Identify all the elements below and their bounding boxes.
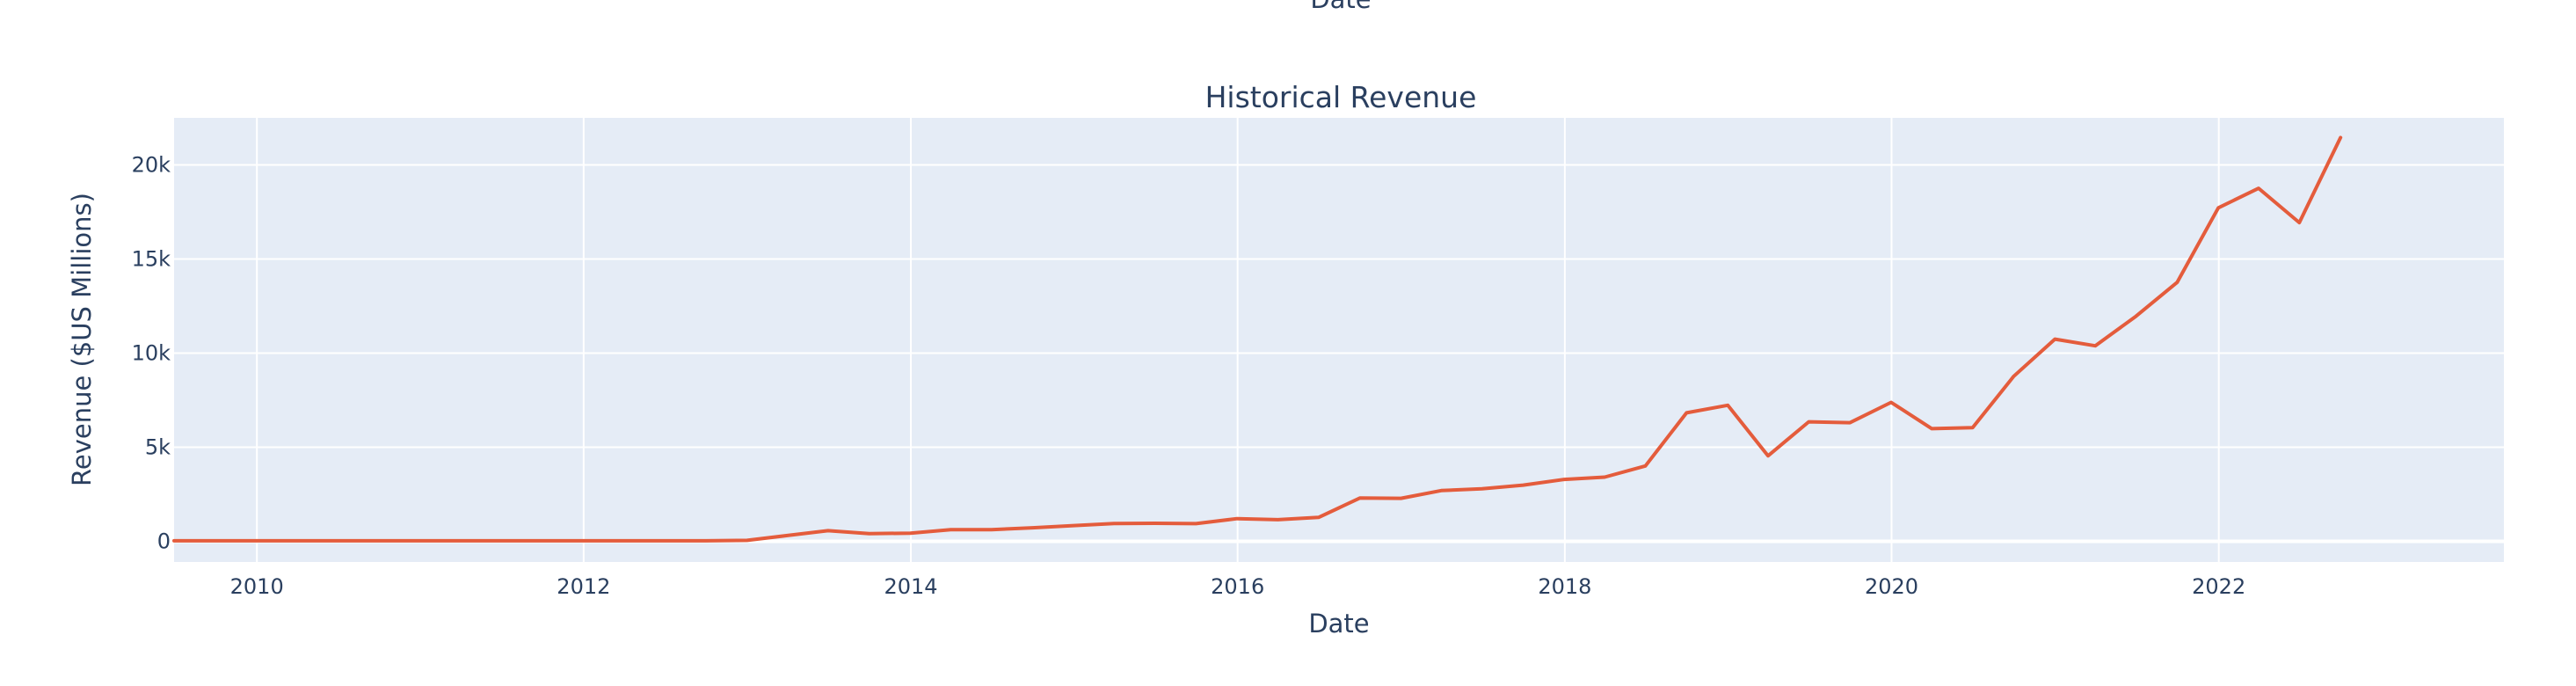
grid bbox=[174, 118, 2504, 562]
x-tick-label: 2010 bbox=[230, 574, 284, 599]
chart-title: Historical Revenue bbox=[1205, 80, 1477, 114]
y-tick-label: 15k bbox=[132, 246, 171, 271]
x-tick-label: 2020 bbox=[1865, 574, 1918, 599]
y-axis-title: Revenue ($US Millions) bbox=[67, 193, 97, 486]
x-axis-ticks: 2010 2012 2014 2016 2018 2020 2022 bbox=[230, 574, 2246, 599]
x-axis-title: Date bbox=[1308, 609, 1369, 639]
y-tick-label: 10k bbox=[132, 340, 171, 365]
x-tick-label: 2014 bbox=[884, 574, 937, 599]
x-tick-label: 2016 bbox=[1211, 574, 1264, 599]
x-tick-label: 2018 bbox=[1538, 574, 1591, 599]
x-tick-label: 2012 bbox=[557, 574, 610, 599]
y-tick-label: 5k bbox=[145, 434, 171, 459]
y-tick-label: 0 bbox=[157, 529, 171, 553]
plot-area bbox=[174, 118, 2504, 562]
x-tick-label: 2022 bbox=[2192, 574, 2245, 599]
y-axis-ticks: 0 5k 10k 15k 20k bbox=[132, 152, 171, 553]
series-layer bbox=[172, 135, 2343, 543]
y-tick-label: 20k bbox=[132, 152, 171, 177]
top-residual-axis-title: Date bbox=[1310, 0, 1371, 14]
revenue-series-line[interactable] bbox=[172, 135, 2343, 543]
